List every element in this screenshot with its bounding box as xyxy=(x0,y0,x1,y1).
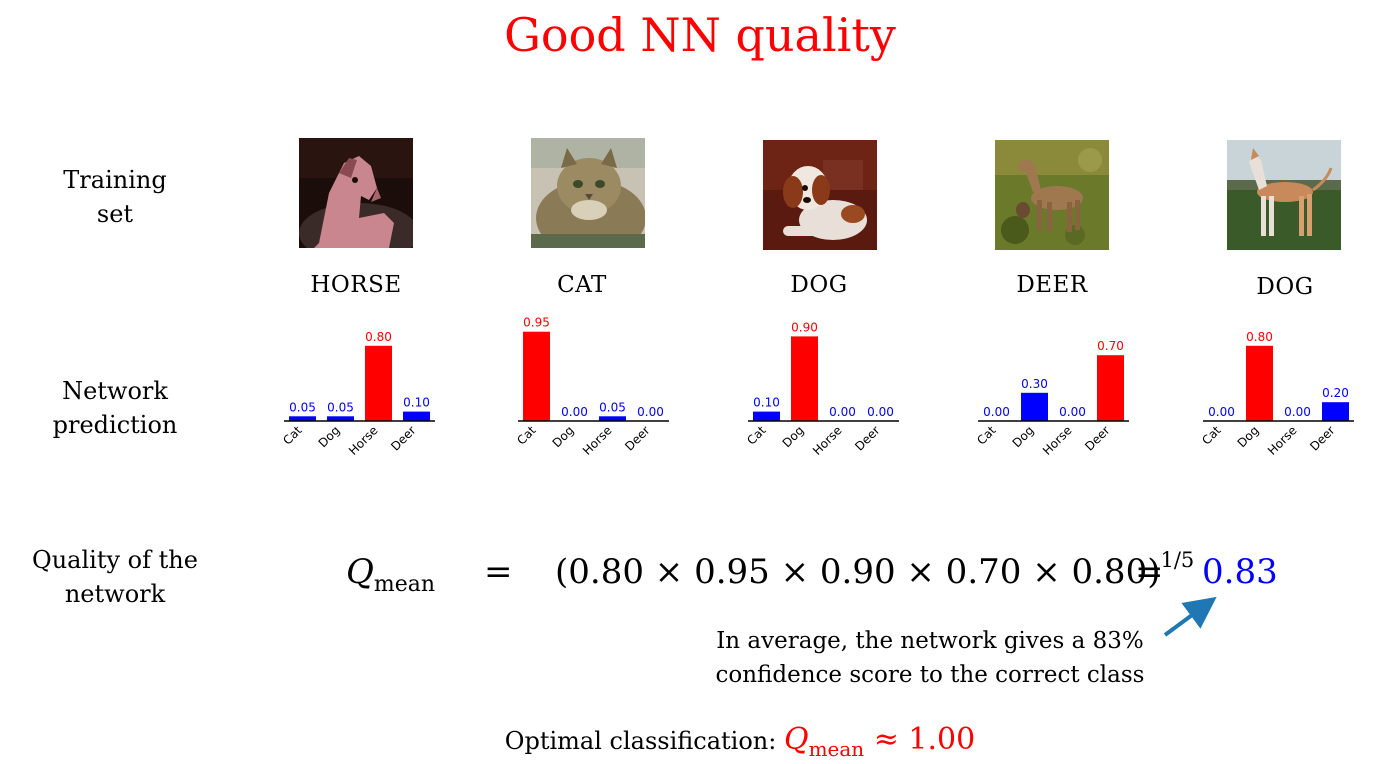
tick-label-dog: Dog xyxy=(550,423,577,450)
bar-deer xyxy=(1322,402,1349,421)
cat-photo xyxy=(531,138,645,248)
tick-label-dog: Dog xyxy=(780,423,807,450)
value-label-dog: 0.30 xyxy=(1021,377,1048,391)
value-label-deer: 0.20 xyxy=(1322,386,1349,400)
q-mean-symbol: Qmean xyxy=(346,552,435,597)
network-prediction-label-line-2: prediction xyxy=(52,411,178,439)
tick-label-deer: Deer xyxy=(622,423,652,453)
value-label-cat: 0.05 xyxy=(289,400,316,414)
bar-dog xyxy=(791,336,818,421)
tick-label-cat: Cat xyxy=(280,423,305,448)
class-label-dog-2: DOG xyxy=(1256,274,1314,300)
value-label-cat: 0.00 xyxy=(1208,405,1235,419)
prediction-chart-3: 0.10 Cat 0.90 Dog 0.00 Horse 0.00 Deer xyxy=(744,320,899,458)
q-subscript: mean xyxy=(373,572,436,597)
value-label-deer: 0.10 xyxy=(403,396,430,410)
tick-label-dog: Dog xyxy=(1010,423,1037,450)
equals-sign-2: = xyxy=(1135,552,1164,592)
tick-label-deer: Deer xyxy=(852,423,882,453)
tick-label-cat: Cat xyxy=(1199,423,1224,448)
tick-label-dog: Dog xyxy=(1235,423,1262,450)
optimal-formula: Qmean ≈ 1.00 xyxy=(783,722,976,761)
training-set-label: Training set xyxy=(0,163,230,231)
tick-label-deer: Deer xyxy=(388,423,418,453)
bar-dog xyxy=(1021,392,1048,421)
value-label-cat: 0.00 xyxy=(983,405,1010,419)
optimal-q-subscript: mean xyxy=(808,737,865,761)
quality-result: 0.83 xyxy=(1202,552,1278,592)
optimal-q-symbol: Q xyxy=(783,722,809,757)
tick-label-deer: Deer xyxy=(1307,423,1337,453)
network-quality-label: Quality of the network xyxy=(0,543,230,611)
value-label-horse: 0.00 xyxy=(1059,405,1086,419)
class-label-dog: DOG xyxy=(790,272,848,298)
exponent: 1/5 xyxy=(1160,548,1195,572)
bar-cat xyxy=(523,331,550,421)
value-label-deer: 0.70 xyxy=(1097,339,1124,353)
optimal-value: 1.00 xyxy=(908,722,976,757)
interpretation-note-line-1: In average, the network gives a 83% xyxy=(716,628,1144,654)
value-label-horse: 0.05 xyxy=(599,400,626,414)
page-title: Good NN quality xyxy=(504,8,896,62)
value-label-dog: 0.80 xyxy=(1246,330,1273,344)
value-label-horse: 0.00 xyxy=(829,405,856,419)
network-quality-label-line-1: Quality of the xyxy=(32,546,198,574)
bar-horse xyxy=(599,416,626,421)
bar-deer xyxy=(403,411,430,421)
bar-horse xyxy=(365,345,392,421)
training-set-label-line-2: set xyxy=(96,200,134,228)
deer-photo xyxy=(995,140,1109,250)
value-label-horse: 0.00 xyxy=(1284,405,1311,419)
tick-label-cat: Cat xyxy=(744,423,769,448)
value-label-dog: 0.00 xyxy=(561,405,588,419)
training-set-label-line-1: Training xyxy=(63,166,167,194)
tick-label-horse: Horse xyxy=(810,423,845,458)
value-label-deer: 0.00 xyxy=(867,405,894,419)
dog-photo xyxy=(763,140,877,250)
network-prediction-label: Network prediction xyxy=(0,374,230,442)
bar-dog xyxy=(327,416,354,421)
class-label-horse: HORSE xyxy=(310,272,402,298)
tick-label-cat: Cat xyxy=(974,423,999,448)
optimal-label: Optimal classification: xyxy=(504,727,777,755)
optimal-classification: Optimal classification: Qmean ≈ 1.00 xyxy=(0,722,1400,761)
value-label-horse: 0.80 xyxy=(365,330,392,344)
tick-label-deer: Deer xyxy=(1082,423,1112,453)
bar-deer xyxy=(1097,355,1124,421)
value-label-dog: 0.05 xyxy=(327,400,354,414)
dog-photo-2 xyxy=(1227,140,1341,250)
equals-sign-1: = xyxy=(484,552,513,592)
q-symbol: Q xyxy=(346,552,374,592)
prediction-chart-2: 0.95 Cat 0.00 Dog 0.05 Horse 0.00 Deer xyxy=(514,316,669,458)
class-label-deer: DEER xyxy=(1016,272,1088,298)
value-label-deer: 0.00 xyxy=(637,405,664,419)
tick-label-horse: Horse xyxy=(1040,423,1075,458)
network-quality-label-line-2: network xyxy=(64,580,166,608)
interpretation-note-line-2: confidence score to the correct class xyxy=(715,662,1145,688)
tick-label-horse: Horse xyxy=(1265,423,1300,458)
value-label-dog: 0.90 xyxy=(791,320,818,334)
product-expression: (0.80 × 0.95 × 0.90 × 0.70 × 0.80)1/5 xyxy=(555,548,1194,592)
bar-cat xyxy=(289,416,316,421)
network-prediction-label-line-1: Network xyxy=(62,377,168,405)
arrow-icon xyxy=(1163,596,1217,637)
tick-label-horse: Horse xyxy=(580,423,615,458)
class-label-cat: CAT xyxy=(557,272,607,298)
horse-photo xyxy=(299,138,413,248)
value-label-cat: 0.95 xyxy=(523,316,550,330)
tick-label-dog: Dog xyxy=(316,423,343,450)
bar-dog xyxy=(1246,345,1273,421)
bar-cat xyxy=(753,411,780,421)
interpretation-note: In average, the network gives a 83% conf… xyxy=(680,624,1180,692)
value-label-cat: 0.10 xyxy=(753,396,780,410)
product-expression-body: (0.80 × 0.95 × 0.90 × 0.70 × 0.80) xyxy=(555,552,1161,592)
optimal-relation: ≈ xyxy=(873,722,899,757)
tick-label-horse: Horse xyxy=(346,423,381,458)
tick-label-cat: Cat xyxy=(514,423,539,448)
